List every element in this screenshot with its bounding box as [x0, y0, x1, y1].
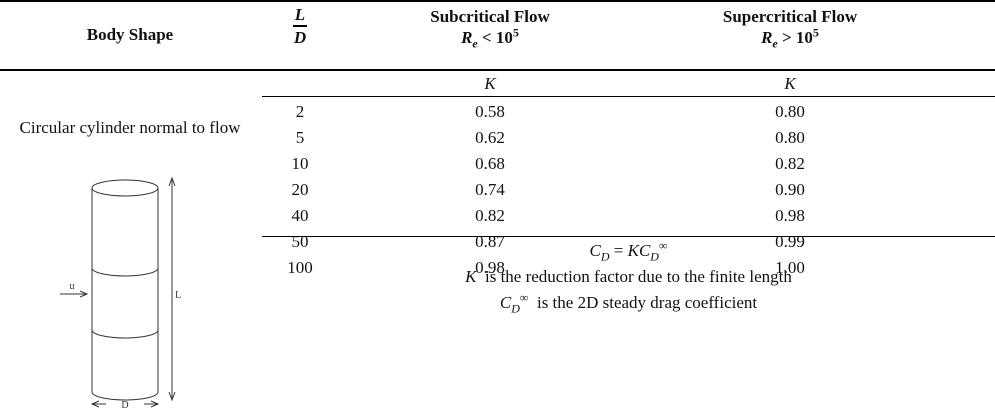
operator: =: [614, 241, 624, 260]
symbol: K: [628, 241, 639, 260]
subcritical-cell: 0.82: [350, 203, 630, 229]
note-text: is the reduction factor due to the finit…: [485, 267, 792, 286]
ratio-cell: 10: [270, 151, 330, 177]
subcritical-formula: Re < 105: [350, 27, 630, 48]
cylinder-top: [92, 180, 158, 196]
cylinder-section: [92, 268, 158, 276]
symbol: C: [639, 241, 650, 260]
ratio-cell: 2: [270, 99, 330, 125]
subheader-k: K: [484, 74, 495, 93]
subcritical-title: Subcritical Flow: [350, 6, 630, 27]
symbol: K: [465, 267, 476, 286]
subcritical-cell: 0.74: [350, 177, 630, 203]
diameter-label: D: [121, 400, 128, 411]
ratio-cell: 20: [270, 177, 330, 203]
symbol: R: [461, 28, 472, 47]
supercritical-cell: 0.82: [650, 151, 930, 177]
base: 10: [496, 28, 513, 47]
subheader-k: K: [784, 74, 795, 93]
header-subcritical: Subcritical Flow Re < 105: [350, 6, 630, 48]
header-ratio: L D: [270, 4, 330, 48]
cylinder-diagram: u L D: [0, 0, 262, 411]
note-cd: CD∞ is the 2D steady drag coefficient: [262, 290, 995, 316]
subcritical-cell: 0.62: [350, 125, 630, 151]
supercritical-cell: 0.90: [650, 177, 930, 203]
subscript: D: [601, 249, 610, 263]
supercritical-title: Supercritical Flow: [650, 6, 930, 27]
header-supercritical: Supercritical Flow Re > 105: [650, 6, 930, 48]
supercritical-formula: Re > 105: [650, 27, 930, 48]
note-formula: CD = KCD∞: [262, 238, 995, 264]
subcritical-cell: 0.68: [350, 151, 630, 177]
subscript: e: [472, 36, 477, 50]
symbol: C: [589, 241, 600, 260]
supercritical-cell: 0.80: [650, 125, 930, 151]
base: 10: [796, 28, 813, 47]
subscript: D: [511, 301, 520, 315]
ratio-cell: 5: [270, 125, 330, 151]
exponent: 5: [813, 25, 819, 39]
cylinder-section: [92, 330, 158, 338]
note-k: K is the reduction factor due to the fin…: [262, 264, 995, 290]
page: Body Shape L D Subcritical Flow Re < 105…: [0, 0, 995, 411]
supercritical-cell: 0.98: [650, 203, 930, 229]
length-label: L: [175, 290, 181, 301]
superscript: ∞: [659, 238, 668, 252]
symbol: R: [761, 28, 772, 47]
subscript: e: [772, 36, 777, 50]
ratio-denominator: D: [294, 28, 306, 47]
cylinder-body: [92, 188, 158, 400]
superscript: ∞: [520, 290, 529, 304]
note-text: is the 2D steady drag coefficient: [537, 293, 757, 312]
supercritical-cell: 0.80: [650, 99, 930, 125]
subscript: D: [650, 249, 659, 263]
subheader-rule: [262, 96, 995, 97]
symbol: C: [500, 293, 511, 312]
notes-rule: [262, 236, 995, 237]
subcritical-cell: 0.58: [350, 99, 630, 125]
ratio-cell: 40: [270, 203, 330, 229]
operator: >: [782, 28, 792, 47]
ratio-numerator: L: [295, 5, 305, 24]
exponent: 5: [513, 25, 519, 39]
flow-label: u: [70, 281, 75, 292]
operator: <: [482, 28, 492, 47]
